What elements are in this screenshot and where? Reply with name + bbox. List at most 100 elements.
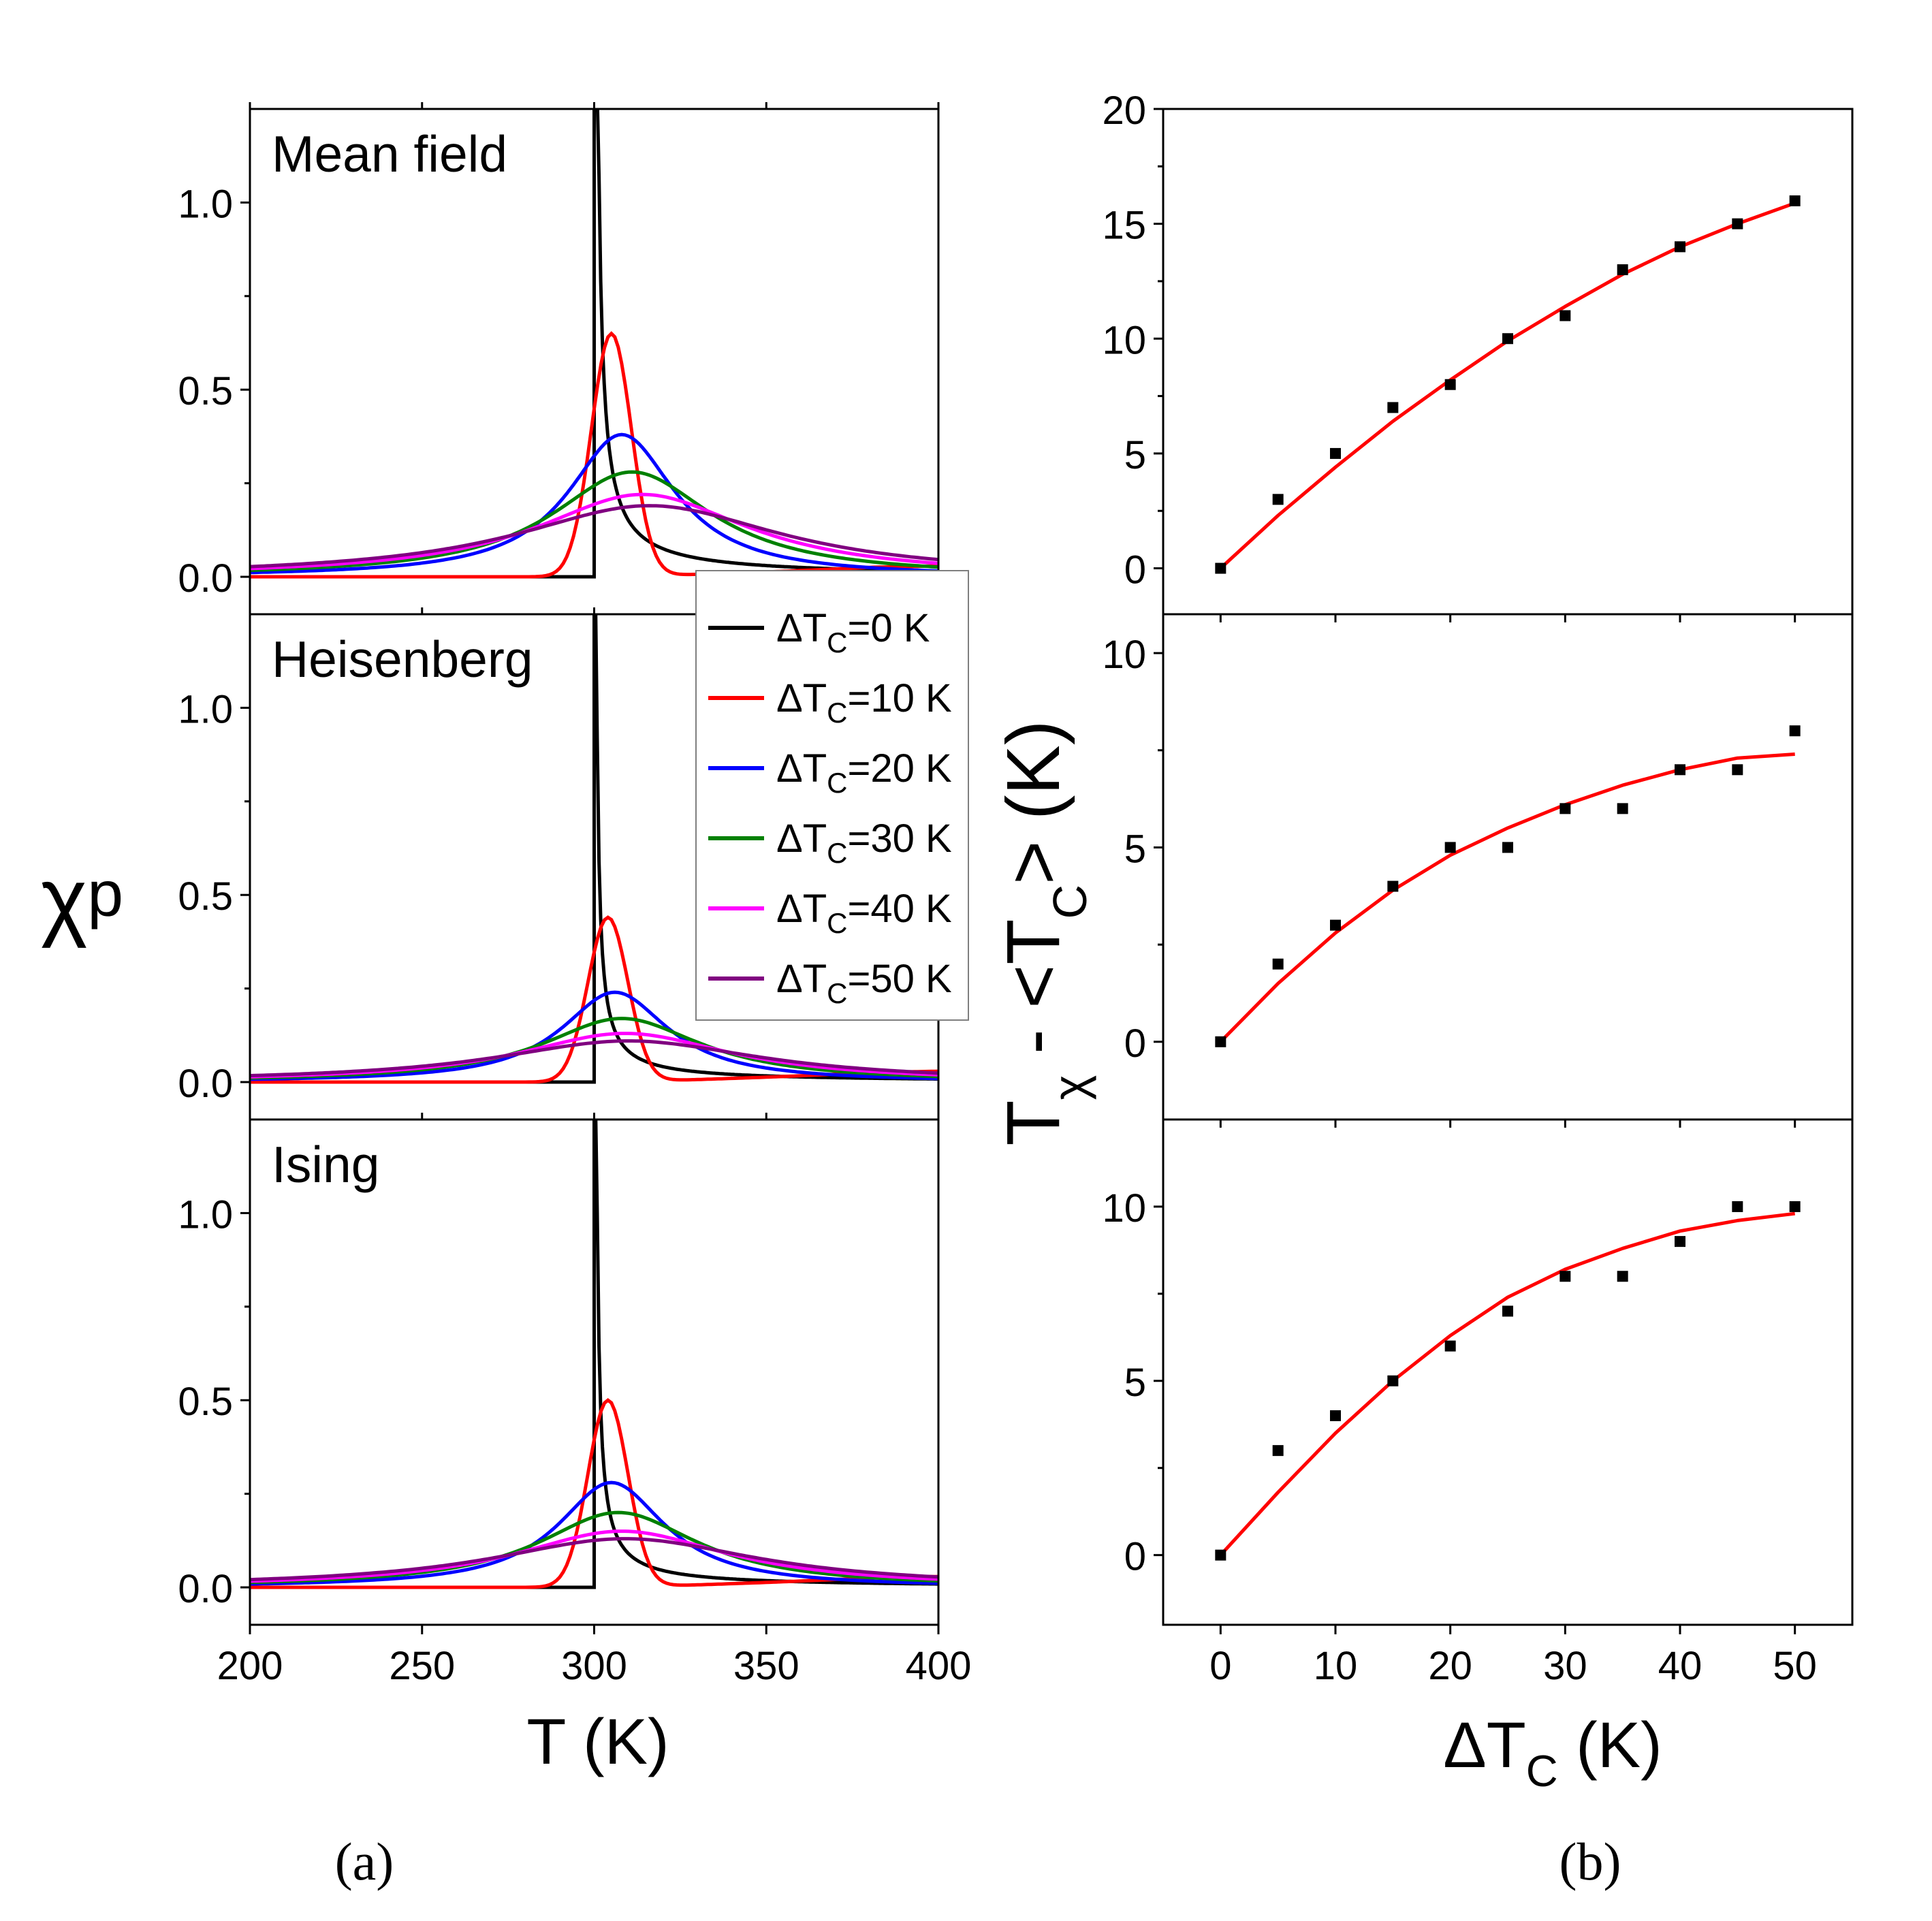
x-tick-label: 200 xyxy=(217,1644,283,1688)
y-tick-label: 0.5 xyxy=(178,1380,233,1424)
y-tick-label: 0.0 xyxy=(178,1567,233,1611)
legend-label: ΔTC=10 K xyxy=(776,676,952,729)
y-tick-label: 0 xyxy=(1124,1535,1146,1579)
y-tick-label: 15 xyxy=(1102,204,1146,248)
panel-title: Mean field xyxy=(272,125,507,182)
y-tick-label: 0.0 xyxy=(178,1062,233,1106)
y-tick-label: 1.0 xyxy=(178,687,233,731)
data-point xyxy=(1272,958,1284,970)
y-tick-label: 5 xyxy=(1124,433,1146,477)
data-point xyxy=(1789,725,1801,737)
data-point xyxy=(1330,919,1341,931)
data-point xyxy=(1617,803,1628,814)
right-ylabel: Tχ - <TC> (K) xyxy=(992,720,1096,1145)
y-tick-label: 10 xyxy=(1102,318,1146,362)
legend: ΔTC=0 K ΔTC=10 K ΔTC=20 K ΔTC=30 K ΔTC=40 K Δ… xyxy=(695,570,969,1021)
y-tick-label: 0 xyxy=(1124,1021,1146,1066)
data-point xyxy=(1215,1549,1226,1561)
left-xlabel: T (K) xyxy=(526,1706,669,1778)
data-point xyxy=(1215,1036,1226,1047)
legend-label: ΔTC=50 K xyxy=(776,957,952,1009)
x-tick-label: 250 xyxy=(389,1644,455,1688)
series-line-4 xyxy=(250,1510,938,1585)
right-panel-3: 0 5 10 0 10 20 30 40 50 xyxy=(1102,1118,1854,1688)
data-point xyxy=(1387,880,1399,892)
data-point xyxy=(1732,764,1743,776)
data-point xyxy=(1675,1236,1685,1248)
data-point xyxy=(1675,764,1685,776)
data-point xyxy=(1444,379,1456,390)
data-point xyxy=(1502,333,1513,345)
x-tick-label: 50 xyxy=(1773,1644,1817,1688)
x-tick-label: 0 xyxy=(1209,1644,1231,1688)
series-line-5 xyxy=(250,1529,938,1583)
data-point xyxy=(1675,241,1685,253)
y-tick-label: 5 xyxy=(1124,827,1146,871)
left-ylabel: χp xyxy=(41,849,123,949)
left-panel-3: 0.0 0.5 1.0 200 250 300 350 400 Ising xyxy=(178,1113,972,1688)
data-point xyxy=(1732,218,1743,229)
data-point xyxy=(1330,1410,1341,1421)
fit-line xyxy=(1219,1211,1795,1557)
x-tick-label: 20 xyxy=(1428,1644,1472,1688)
data-point xyxy=(1732,1201,1743,1212)
series-line-5 xyxy=(250,492,938,571)
panel-label-a: (a) xyxy=(335,1832,394,1891)
data-point xyxy=(1444,842,1456,853)
x-tick-label: 30 xyxy=(1543,1644,1587,1688)
y-tick-label: 10 xyxy=(1102,633,1146,677)
plots-layer: 0.0 0.5 1.0 Mean field 0.0 0.5 1.0 Heisenberg 0.… xyxy=(178,89,1854,1688)
x-tick-label: 40 xyxy=(1658,1644,1703,1688)
x-tick-label: 10 xyxy=(1314,1644,1358,1688)
data-point xyxy=(1617,264,1628,276)
x-tick-label: 350 xyxy=(733,1644,799,1688)
curves xyxy=(250,614,938,1084)
series-line-6 xyxy=(250,1537,938,1582)
data-point xyxy=(1789,1201,1801,1212)
data-point xyxy=(1272,494,1284,505)
legend-label: ΔTC=40 K xyxy=(776,887,952,939)
data-point xyxy=(1559,1271,1571,1282)
x-tick-label: 400 xyxy=(906,1644,972,1688)
data-point xyxy=(1617,1271,1628,1282)
y-tick-label: 5 xyxy=(1124,1361,1146,1405)
y-tick-label: 0.5 xyxy=(178,874,233,919)
series-line-6 xyxy=(250,1039,938,1078)
data-point xyxy=(1387,402,1399,413)
data-point xyxy=(1789,195,1801,206)
data-point xyxy=(1444,1340,1456,1352)
data-point xyxy=(1502,842,1513,853)
y-tick-label: 0.5 xyxy=(178,369,233,413)
fit-line xyxy=(1219,752,1795,1043)
x-tick-label: 300 xyxy=(561,1644,627,1688)
y-tick-label: 0 xyxy=(1124,548,1146,592)
y-tick-label: 10 xyxy=(1102,1186,1146,1231)
y-tick-label: 1.0 xyxy=(178,182,233,226)
data-point xyxy=(1215,562,1226,574)
data-point xyxy=(1272,1445,1284,1457)
axes-frame xyxy=(1162,1118,1854,1626)
series-line-4 xyxy=(250,470,938,572)
right-xlabel: ΔTC (K) xyxy=(1443,1709,1662,1796)
data-point xyxy=(1330,447,1341,459)
y-tick-label: 20 xyxy=(1102,89,1146,133)
series-line-3 xyxy=(250,432,938,575)
legend-label: ΔTC=0 K xyxy=(776,606,930,658)
legend-label: ΔTC=20 K xyxy=(776,746,952,799)
y-tick-label: 0.0 xyxy=(178,556,233,601)
series-line-3 xyxy=(250,1480,938,1586)
data-point xyxy=(1387,1375,1399,1386)
data-point xyxy=(1502,1305,1513,1317)
series-line-6 xyxy=(250,504,938,569)
curves xyxy=(250,109,938,579)
panel-label-b: (b) xyxy=(1559,1832,1621,1891)
series-line-2 xyxy=(250,331,938,579)
series-line-3 xyxy=(250,990,938,1081)
panel-title: Ising xyxy=(272,1136,379,1193)
panel-title: Heisenberg xyxy=(272,631,533,688)
legend-label: ΔTC=30 K xyxy=(776,816,952,869)
y-tick-label: 1.0 xyxy=(178,1192,233,1237)
curves xyxy=(250,1120,938,1589)
data-point xyxy=(1559,803,1571,814)
